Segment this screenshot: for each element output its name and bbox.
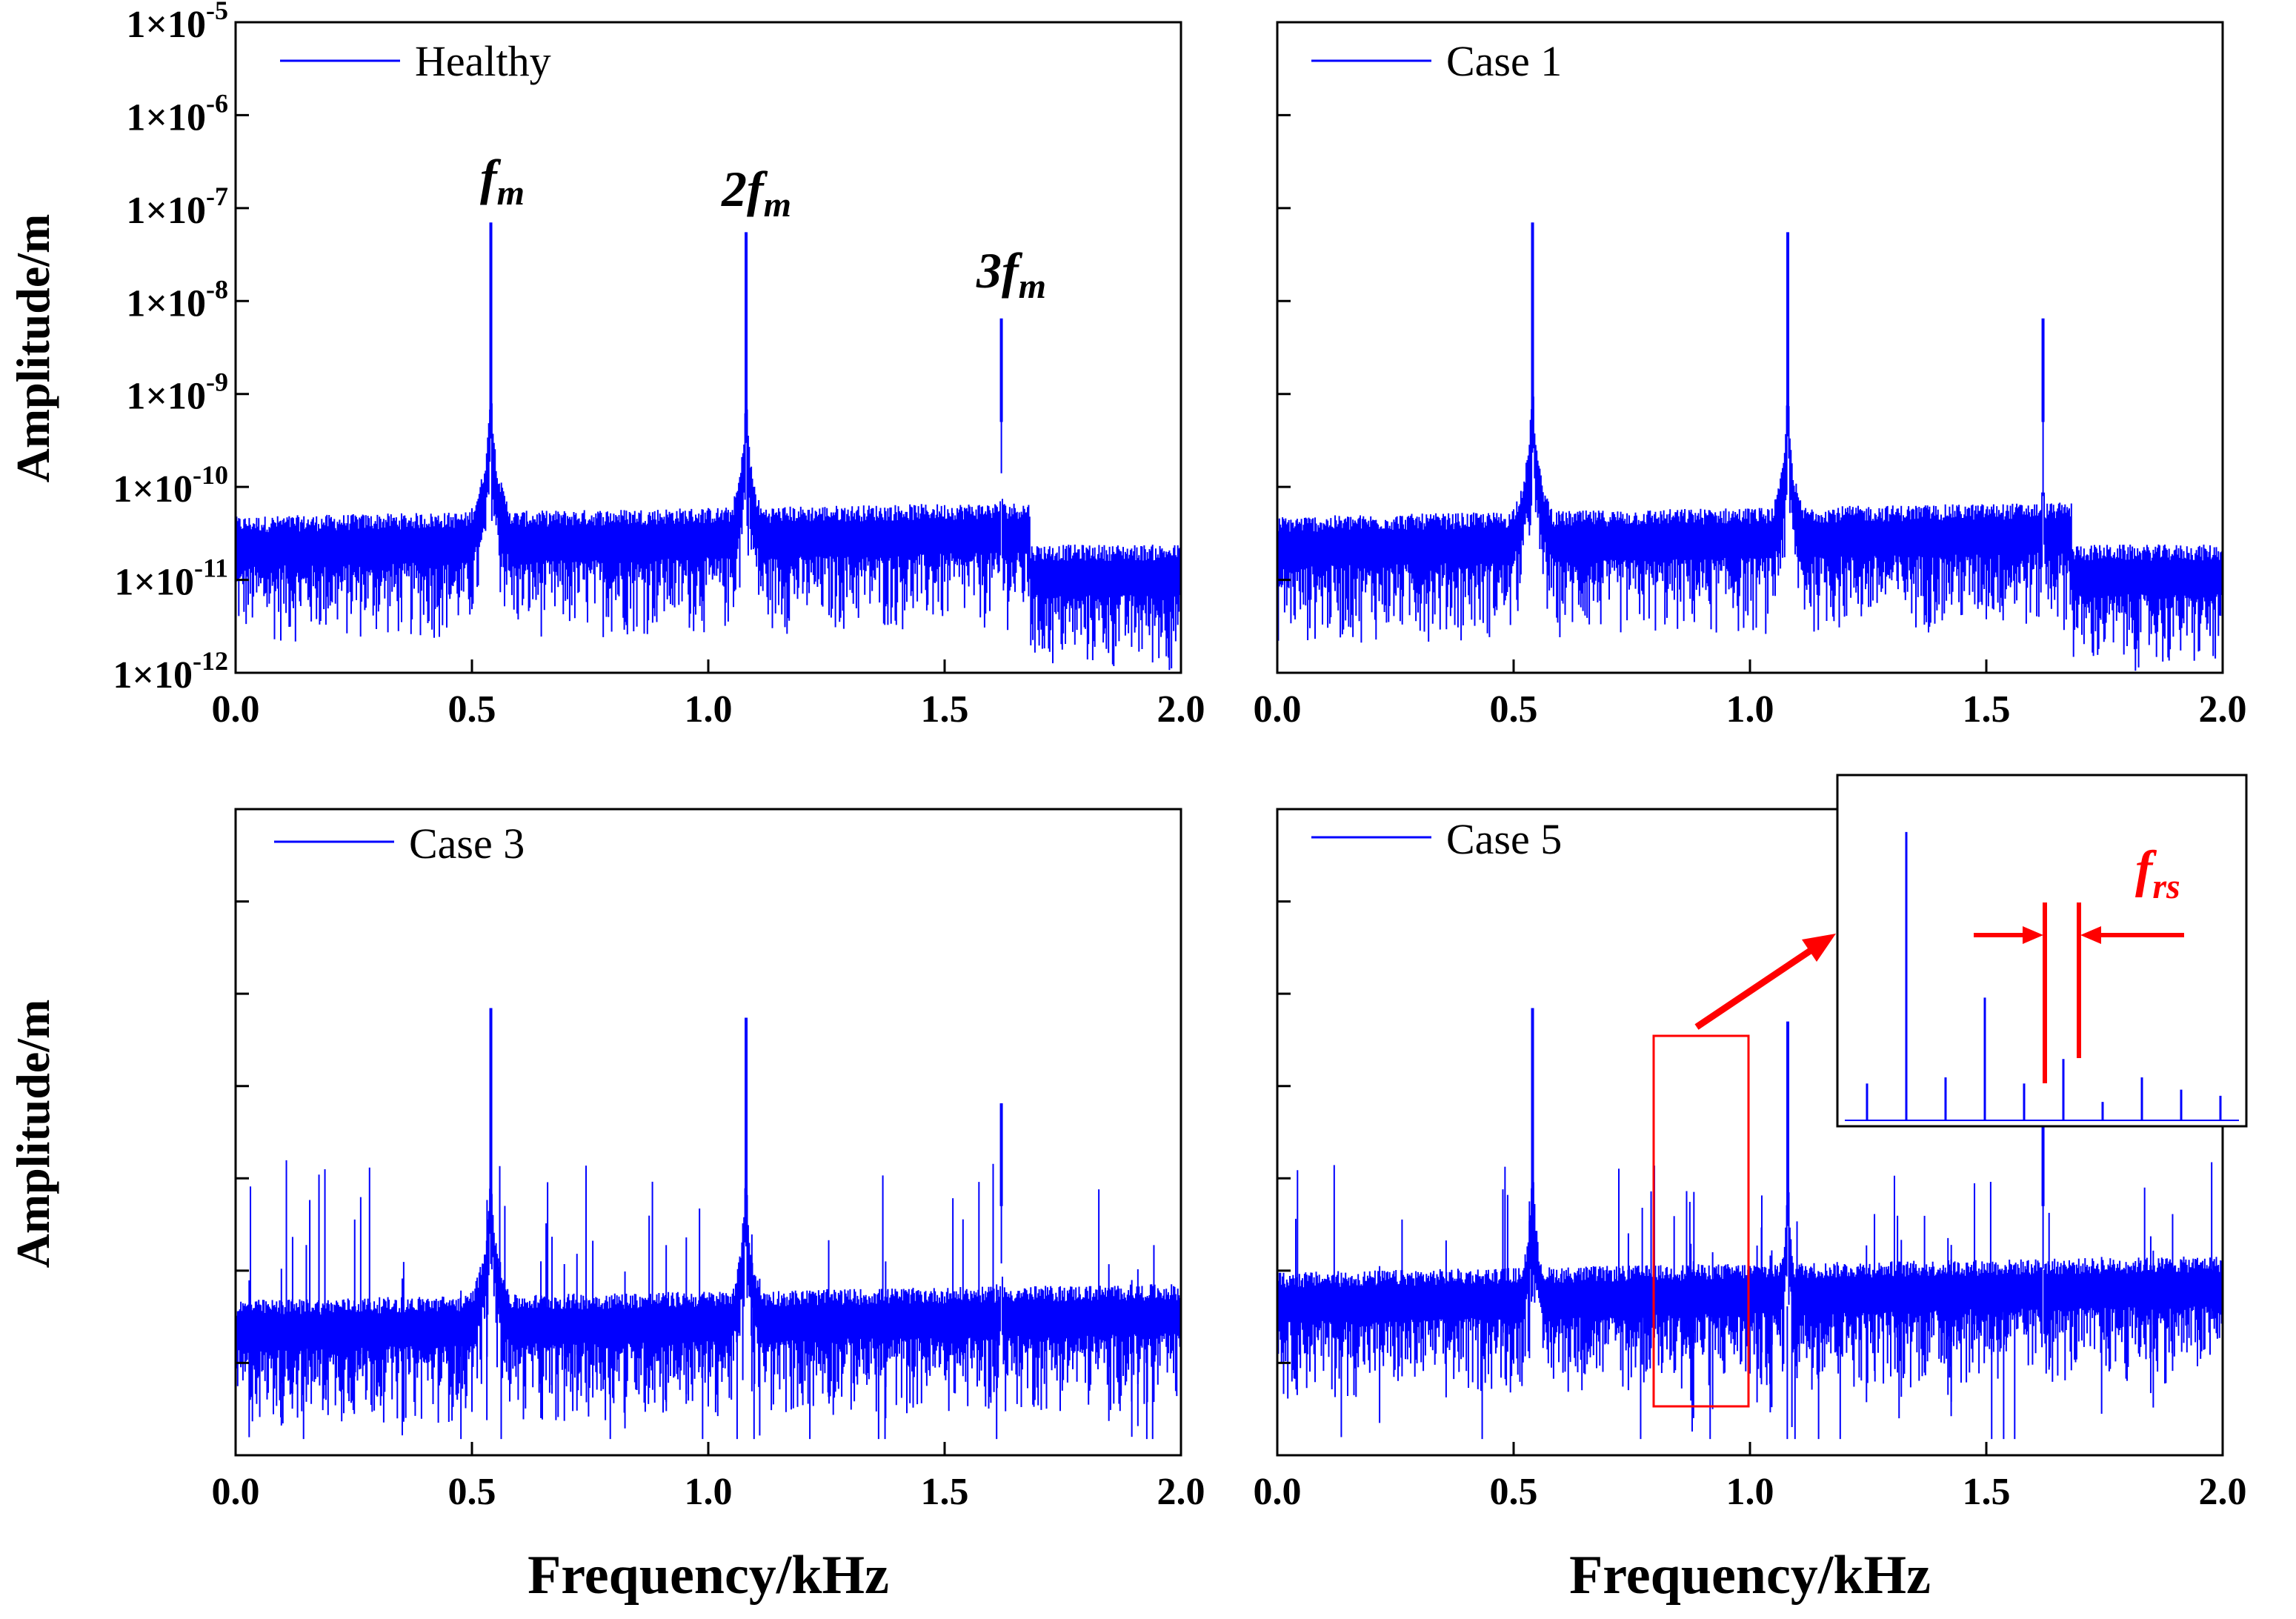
x-tick-label: 2.0 bbox=[1157, 1471, 1205, 1513]
x-axis-title: Frequency/kHz bbox=[528, 1545, 889, 1606]
x-tick-labels: 0.0 0.5 1.0 1.5 2.0 bbox=[212, 1471, 1205, 1513]
x-tick-label: 0.5 bbox=[448, 1471, 496, 1513]
x-tick-label: 1.5 bbox=[1963, 688, 2011, 731]
spectrum-series bbox=[1277, 222, 2223, 671]
x-tick-labels: 0.0 0.5 1.0 1.5 2.0 bbox=[1254, 688, 2247, 731]
x-tick-label: 0.0 bbox=[212, 688, 260, 731]
spectrum-trace bbox=[235, 1177, 1182, 1423]
y-tick-base: 1×10 bbox=[126, 376, 206, 418]
panel-case-5: 0.0 0.5 1.0 1.5 2.0 Case 5 Frequency/kHz frs bbox=[1254, 774, 2248, 1606]
y-tick-label: 1×10-7 bbox=[126, 182, 228, 232]
y-tick-exp: -11 bbox=[194, 553, 228, 583]
y-tick-exp: -5 bbox=[206, 0, 228, 25]
frs-arrowhead-left bbox=[2023, 926, 2043, 944]
inset-frame bbox=[1836, 774, 2248, 1128]
y-tick-base: 1×10 bbox=[126, 282, 206, 325]
x-tick-label: 1.5 bbox=[1963, 1471, 2011, 1513]
x-tick-labels: 0.0 0.5 1.0 1.5 2.0 bbox=[1254, 1471, 2247, 1513]
axis-ticks bbox=[234, 21, 1182, 674]
spectrum-trace bbox=[1277, 1171, 2223, 1399]
x-tick-label: 0.5 bbox=[1490, 688, 1538, 731]
peak-label-sub: m bbox=[1019, 267, 1046, 306]
x-tick-label: 2.0 bbox=[2199, 1471, 2247, 1513]
y-tick-base: 1×10 bbox=[126, 96, 206, 139]
frs-label-sub: rs bbox=[2152, 867, 2180, 906]
peak-label-sub: m bbox=[764, 185, 791, 225]
x-tick-label: 0.0 bbox=[1254, 688, 1302, 731]
x-tick-labels: 0.0 0.5 1.0 1.5 2.0 bbox=[212, 688, 1205, 731]
y-tick-exp: -6 bbox=[206, 88, 228, 118]
panel-healthy: 0.0 0.5 1.0 1.5 2.0 1×10-121×10-111×10-101×1… bbox=[7, 0, 1205, 731]
y-tick-label: 1×10-6 bbox=[126, 88, 228, 139]
peak-label-2fm: 2fm bbox=[721, 161, 791, 225]
y-tick-exp: -12 bbox=[193, 646, 228, 676]
y-axis-title: Amplitude/m bbox=[7, 214, 59, 483]
y-tick-label: 1×10-9 bbox=[126, 368, 228, 418]
y-tick-exp: -8 bbox=[206, 274, 228, 304]
inset-series bbox=[1845, 831, 2239, 1121]
peak-label-text: 2f bbox=[721, 161, 768, 217]
axis-ticks bbox=[234, 808, 1182, 1457]
x-tick-label: 0.5 bbox=[448, 688, 496, 731]
spectrum-series bbox=[1277, 1008, 2223, 1440]
axis-ticks bbox=[1276, 21, 2224, 674]
legend-label: Case 5 bbox=[1446, 815, 1562, 863]
spectrum-trace bbox=[235, 394, 1182, 671]
panel-case-3: 0.0 0.5 1.0 1.5 2.0 Case 3 Amplitude/m Frequ… bbox=[7, 808, 1205, 1606]
spectrum-series bbox=[235, 222, 1182, 671]
x-tick-label: 1.0 bbox=[1726, 1471, 1774, 1513]
spectrum-trace bbox=[1277, 390, 2223, 671]
x-tick-label: 1.5 bbox=[921, 1471, 969, 1513]
x-tick-label: 1.0 bbox=[685, 688, 733, 731]
zoom-region-box bbox=[1652, 1034, 1750, 1408]
x-tick-label: 2.0 bbox=[2199, 688, 2247, 731]
y-axis-title: Amplitude/m bbox=[7, 1000, 59, 1269]
axis-ticks bbox=[1276, 808, 2224, 1457]
x-axis-title: Frequency/kHz bbox=[1569, 1545, 1931, 1606]
y-tick-exp: -10 bbox=[193, 460, 228, 490]
y-tick-base: 1×10 bbox=[126, 190, 206, 232]
y-tick-exp: -9 bbox=[206, 368, 228, 397]
legend-label: Case 3 bbox=[409, 820, 525, 868]
legend-label: Healthy bbox=[415, 37, 551, 85]
zoom-arrowhead bbox=[1802, 934, 1836, 962]
y-tick-base: 1×10 bbox=[113, 654, 193, 697]
zoom-arrow bbox=[1694, 945, 1816, 1030]
x-tick-label: 0.0 bbox=[212, 1471, 260, 1513]
y-tick-label: 1×10-12 bbox=[113, 646, 228, 697]
x-tick-label: 1.0 bbox=[1726, 688, 1774, 731]
frs-arrowhead-right bbox=[2080, 926, 2101, 944]
peak-label-fm: fm bbox=[480, 149, 525, 213]
y-tick-label: 1×10-10 bbox=[113, 460, 228, 511]
y-tick-base: 1×10 bbox=[114, 562, 194, 604]
x-tick-label: 0.5 bbox=[1490, 1471, 1538, 1513]
x-tick-label: 0.0 bbox=[1254, 1471, 1302, 1513]
y-tick-label: 1×10-8 bbox=[126, 274, 228, 325]
peak-label-text: 3f bbox=[976, 242, 1023, 299]
panel-case-1: 0.0 0.5 1.0 1.5 2.0 Case 1 bbox=[1254, 21, 2247, 731]
peak-label-3fm: 3fm bbox=[976, 242, 1046, 306]
x-tick-label: 1.0 bbox=[685, 1471, 733, 1513]
y-tick-labels: 1×10-121×10-111×10-101×10-91×10-81×10-71… bbox=[113, 0, 228, 697]
legend-label: Case 1 bbox=[1446, 37, 1562, 85]
peak-label-sub: m bbox=[497, 173, 525, 213]
x-tick-label: 2.0 bbox=[1157, 688, 1205, 731]
y-tick-base: 1×10 bbox=[126, 4, 206, 46]
spectrum-series bbox=[235, 1008, 1182, 1440]
y-tick-label: 1×10-11 bbox=[114, 553, 228, 604]
inset: frs bbox=[1836, 774, 2248, 1128]
y-tick-base: 1×10 bbox=[113, 468, 193, 511]
y-tick-label: 1×10-5 bbox=[126, 0, 228, 46]
x-tick-label: 1.5 bbox=[921, 688, 969, 731]
y-tick-exp: -7 bbox=[206, 182, 228, 211]
